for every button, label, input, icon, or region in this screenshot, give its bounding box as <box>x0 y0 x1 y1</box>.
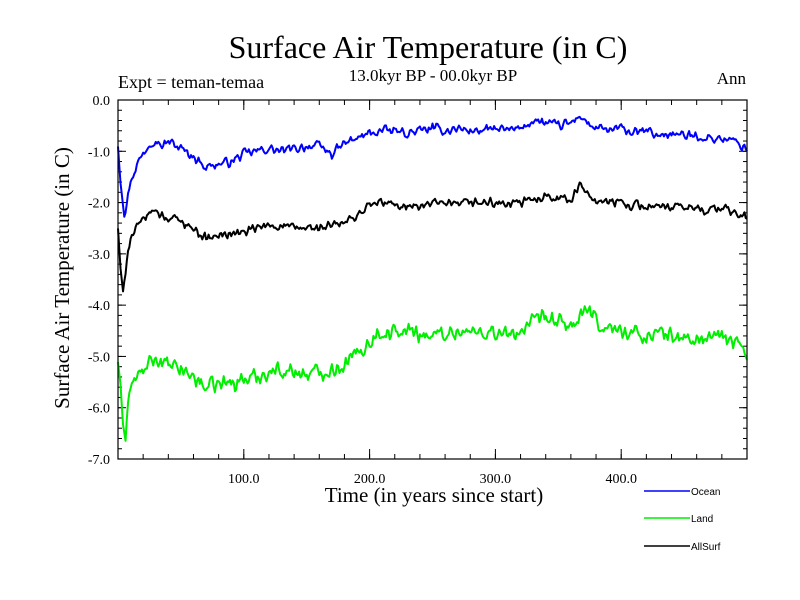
axis-ticks: 0.0 -1.0 -2.0 -3.0 -4.0 -5.0 -6.0 -7.0 100.0 200.… <box>88 94 747 487</box>
x-axis-label: Time (in years since start) <box>325 483 544 507</box>
experiment-label: Expt = teman-temaa <box>118 72 264 92</box>
chart-title: Surface Air Temperature (in C) <box>229 29 628 65</box>
season-label: Ann <box>717 69 747 88</box>
series-line-land <box>117 305 748 442</box>
series-line-allsurf <box>117 181 748 293</box>
x-tick-label: 300.0 <box>480 472 512 487</box>
chart-subtitle: 13.0kyr BP - 00.0kyr BP <box>349 66 517 85</box>
y-tick-label: -1.0 <box>88 145 110 160</box>
x-tick-label: 100.0 <box>228 472 260 487</box>
y-axis-label: Surface Air Temperature (in C) <box>50 147 74 409</box>
legend-label-allsurf: AllSurf <box>691 542 721 553</box>
x-tick-label: 400.0 <box>605 472 637 487</box>
y-tick-label: -5.0 <box>88 350 110 365</box>
legend-label-ocean: Ocean <box>691 487 720 498</box>
y-tick-label: 0.0 <box>93 94 111 109</box>
y-tick-label: -3.0 <box>88 248 110 263</box>
y-tick-label: -6.0 <box>88 402 110 417</box>
series-line-ocean <box>117 115 748 218</box>
y-tick-label: -4.0 <box>88 299 110 314</box>
y-tick-label: -2.0 <box>88 197 110 212</box>
x-tick-label: 200.0 <box>354 472 386 487</box>
legend: Ocean Land AllSurf <box>644 487 721 553</box>
series-layer <box>117 115 748 442</box>
plot-frame <box>117 99 748 460</box>
legend-label-land: Land <box>691 514 713 525</box>
y-tick-label: -7.0 <box>88 453 110 468</box>
